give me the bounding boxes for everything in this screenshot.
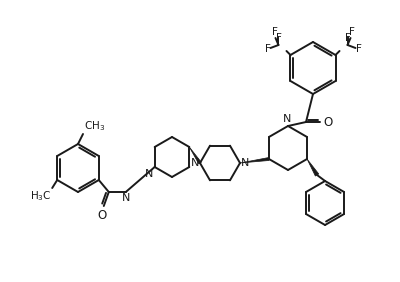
- Text: F: F: [356, 44, 361, 54]
- Text: F: F: [272, 27, 278, 37]
- Text: O: O: [97, 209, 106, 222]
- Polygon shape: [240, 158, 269, 163]
- Text: F: F: [348, 27, 354, 37]
- Text: N: N: [283, 114, 291, 124]
- Text: N: N: [191, 158, 199, 168]
- Polygon shape: [307, 159, 319, 176]
- Text: N: N: [122, 193, 130, 203]
- Text: N: N: [241, 158, 249, 168]
- Text: F: F: [265, 44, 270, 54]
- Text: F: F: [344, 33, 350, 43]
- Text: H$_3$C: H$_3$C: [30, 189, 51, 203]
- Polygon shape: [189, 147, 201, 164]
- Text: F: F: [276, 33, 282, 43]
- Text: CH$_3$: CH$_3$: [84, 119, 105, 133]
- Text: O: O: [323, 116, 332, 129]
- Text: N: N: [145, 169, 154, 179]
